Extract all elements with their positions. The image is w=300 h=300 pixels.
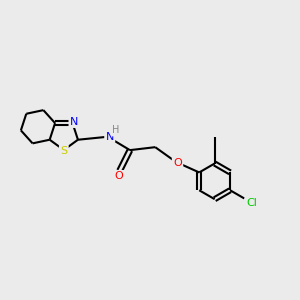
- Text: Cl: Cl: [246, 198, 257, 208]
- Text: H: H: [112, 125, 120, 135]
- Text: O: O: [115, 171, 123, 181]
- Text: O: O: [173, 158, 182, 168]
- Text: N: N: [106, 132, 114, 142]
- Text: S: S: [60, 146, 68, 156]
- Text: N: N: [70, 117, 78, 127]
